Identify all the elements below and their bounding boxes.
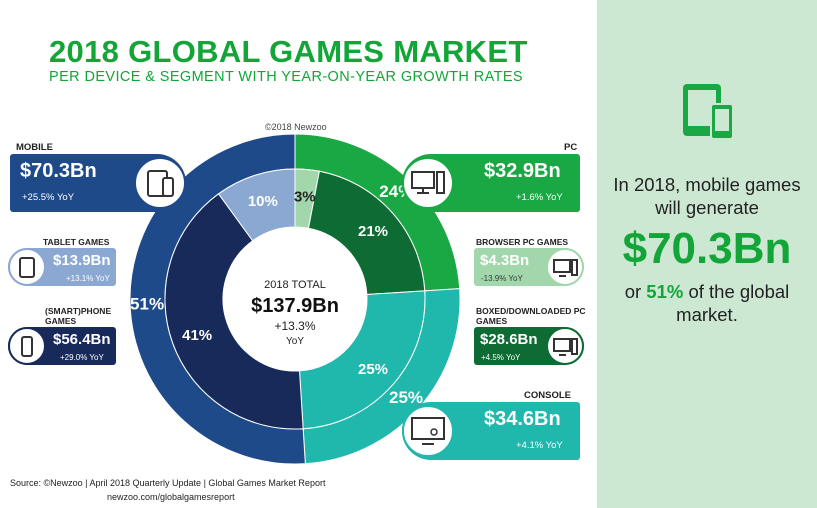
tablet-title: TABLET GAMES: [43, 237, 110, 247]
sidebar-line1: In 2018, mobile games: [613, 174, 801, 195]
mobile-yoy: +25.5% YoY: [22, 192, 75, 203]
tablet-box: $13.9Bn +13.1% YoY: [8, 248, 116, 286]
sidebar-line3-post: of the global: [683, 281, 790, 302]
mobile-device-icon: [134, 157, 186, 209]
console-value: $34.6Bn: [484, 408, 561, 430]
boxed-box: $28.6Bn +4.5% YoY: [474, 327, 584, 365]
inner-label-2: 25%: [358, 361, 388, 378]
tablet-icon: [8, 248, 46, 286]
sidebar-pct: 51%: [646, 281, 684, 302]
center-growth: +13.3%: [274, 319, 315, 333]
sidebar-amount: $70.3Bn: [622, 224, 792, 273]
chart-subtitle: PER DEVICE & SEGMENT WITH YEAR-ON-YEAR G…: [49, 69, 523, 85]
pc-device-icon: [402, 157, 454, 209]
tablet-value: $13.9Bn: [53, 252, 111, 269]
boxed-pc-icon: [546, 327, 584, 365]
console-yoy: +4.1% YoY: [516, 440, 563, 451]
boxed-value: $28.6Bn: [480, 331, 538, 348]
mobile-value: $70.3Bn: [20, 160, 97, 182]
tablet-yoy: +13.1% YoY: [66, 274, 110, 283]
pc-value: $32.9Bn: [484, 160, 561, 182]
inner-label-4: 10%: [248, 193, 278, 210]
browser-value: $4.3Bn: [480, 252, 530, 269]
donut-center: [223, 227, 367, 371]
chart-title: 2018 GLOBAL GAMES MARKET: [49, 34, 528, 69]
mobile-title: MOBILE: [16, 142, 53, 153]
phone-yoy: +29.0% YoY: [60, 353, 104, 362]
outer-label-1: 25%: [389, 388, 423, 407]
sidebar-line2: will generate: [655, 197, 759, 218]
phone-title: (SMART)PHONE GAMES: [45, 306, 112, 326]
boxed-yoy: +4.5% YoY: [481, 353, 521, 362]
center-unit: YoY: [286, 336, 304, 347]
phone-value: $56.4Bn: [53, 331, 111, 348]
pc-box: $32.9Bn +1.6% YoY: [402, 154, 580, 212]
copyright: ©2018 Newzoo: [265, 122, 327, 132]
source-url: newzoo.com/globalgamesreport: [107, 492, 235, 502]
phone-box: $56.4Bn +29.0% YoY: [8, 327, 116, 365]
console-title: CONSOLE: [524, 390, 571, 401]
browser-yoy: -13.9% YoY: [481, 274, 523, 283]
inner-ring: [164, 168, 426, 430]
center-label: 2018 TOTAL: [264, 279, 326, 291]
console-device-icon: [402, 405, 454, 457]
mobile-box: $70.3Bn +25.5% YoY: [10, 154, 186, 212]
sidebar-line4: market.: [676, 304, 738, 325]
center-value: $137.9Bn: [251, 295, 339, 317]
console-box: $34.6Bn +4.1% YoY: [402, 402, 580, 460]
pc-yoy: +1.6% YoY: [516, 192, 563, 203]
sidebar-panel: In 2018, mobile games will generate $70.…: [597, 0, 817, 508]
source-note: Source: ©Newzoo | April 2018 Quarterly U…: [10, 478, 326, 488]
inner-label-0: 3%: [294, 188, 316, 205]
inner-label-1: 21%: [358, 223, 388, 240]
outer-label-2: 51%: [130, 295, 164, 314]
phone-icon: [8, 327, 46, 365]
browser-box: $4.3Bn -13.9% YoY: [474, 248, 584, 286]
browser-pc-icon: [546, 248, 584, 286]
sidebar-line3: or 51% of the global: [597, 280, 817, 303]
boxed-title: BOXED/DOWNLOADED PC GAMES: [476, 306, 586, 326]
inner-label-3: 41%: [182, 327, 212, 344]
sidebar-line3-pre: or: [624, 281, 647, 302]
browser-title: BROWSER PC GAMES: [476, 237, 569, 247]
pc-title: PC: [564, 142, 578, 153]
tablet-phone-icon: [683, 84, 734, 140]
